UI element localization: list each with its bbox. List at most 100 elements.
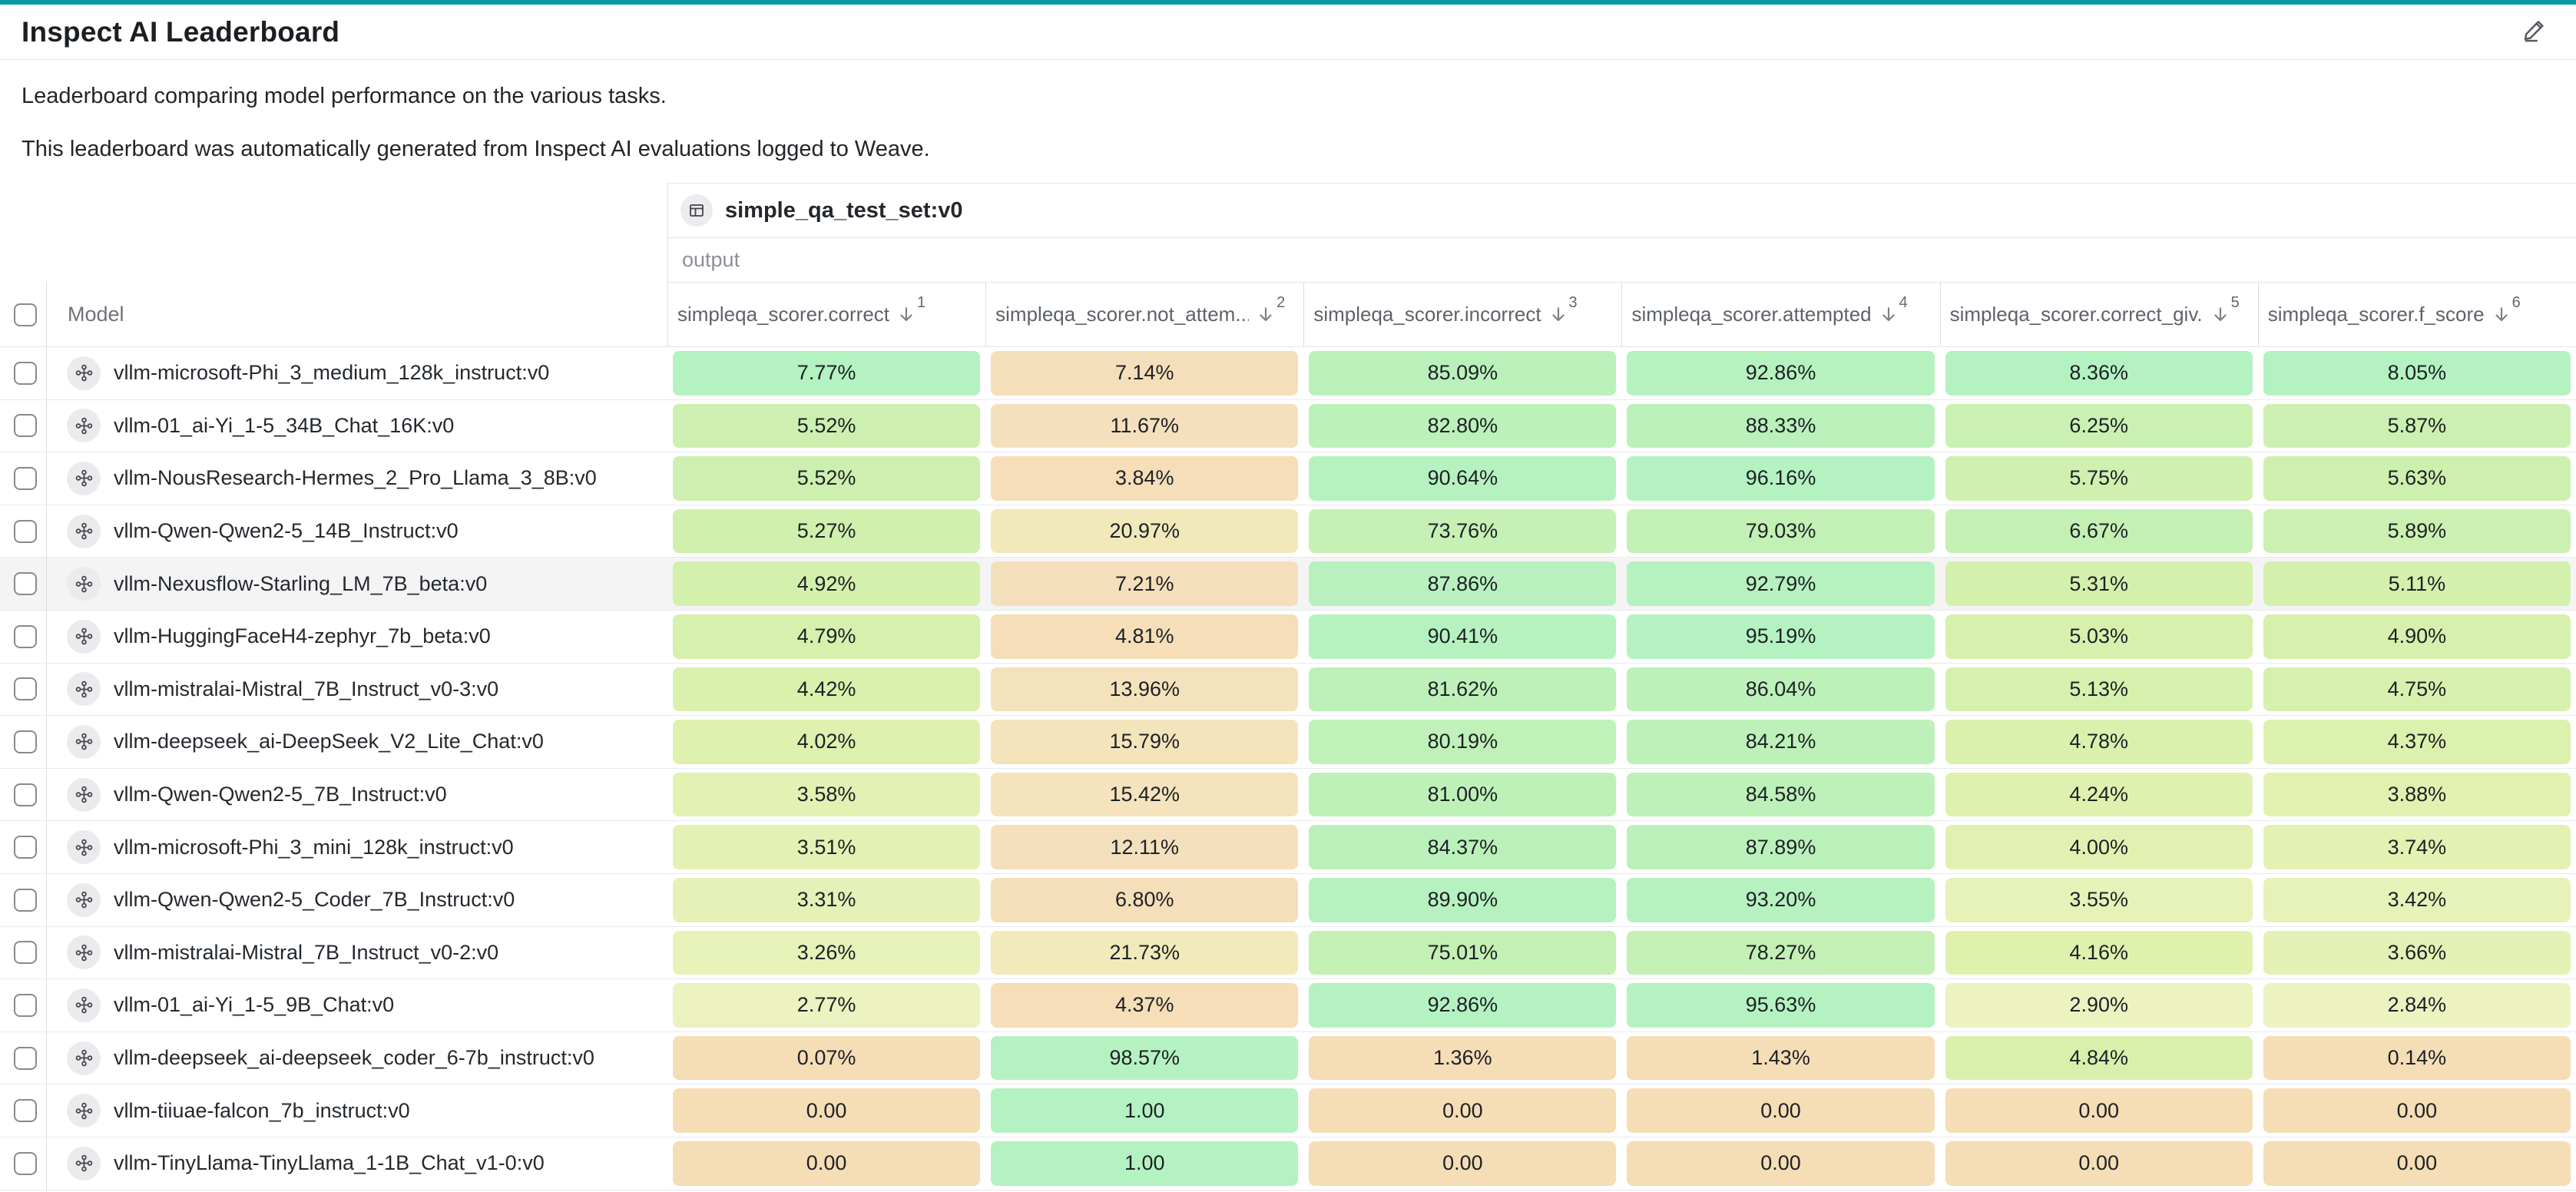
row-checkbox[interactable] (14, 730, 37, 753)
model-name: vllm-01_ai-Yi_1-5_34B_Chat_16K:v0 (114, 413, 455, 437)
model-avatar (67, 1146, 101, 1180)
model-link[interactable]: vllm-Qwen-Qwen2-5_7B_Instruct:v0 (67, 777, 447, 812)
metric-value: 88.33% (1627, 403, 1935, 449)
model-link[interactable]: vllm-01_ai-Yi_1-5_34B_Chat_16K:v0 (67, 409, 455, 443)
model-link[interactable]: vllm-NousResearch-Hermes_2_Pro_Llama_3_8… (67, 461, 597, 495)
metric-cell: 3.88% (2258, 769, 2576, 821)
model-link[interactable]: vllm-deepseek_ai-deepseek_coder_6-7b_ins… (67, 1041, 594, 1075)
model-avatar (67, 1094, 101, 1128)
model-link[interactable]: vllm-Qwen-Qwen2-5_14B_Instruct:v0 (67, 514, 459, 548)
header-row: Model simpleqa_scorer.correct 1 simpleqa_s… (0, 283, 2576, 347)
column-header-5[interactable]: simpleqa_scorer.correct_giv... 5 (1939, 283, 2258, 346)
row-checkbox[interactable] (14, 361, 37, 385)
row-checkbox[interactable] (14, 836, 37, 859)
model-avatar (67, 409, 101, 443)
model-link[interactable]: vllm-TinyLlama-TinyLlama_1-1B_Chat_v1-0:… (67, 1146, 545, 1180)
row-checkbox[interactable] (14, 1046, 37, 1070)
model-icon (75, 470, 92, 487)
table-row: vllm-Nexusflow-Starling_LM_7B_beta:v0 4.9… (0, 558, 2576, 611)
metric-cell: 2.84% (2258, 979, 2576, 1031)
model-link[interactable]: vllm-HuggingFaceH4-zephyr_7b_beta:v0 (67, 619, 491, 654)
row-checkbox[interactable] (14, 572, 37, 596)
model-name: vllm-Nexusflow-Starling_LM_7B_beta:v0 (114, 571, 488, 595)
metric-cell: 3.84% (985, 452, 1303, 505)
metric-cell: 0.00 (1621, 1137, 1939, 1190)
model-icon (75, 1154, 92, 1172)
metric-value: 1.00 (991, 1088, 1299, 1133)
metric-value: 92.86% (1309, 983, 1617, 1028)
metric-cell: 21.73% (985, 927, 1303, 979)
table-body: vllm-microsoft-Phi_3_medium_128k_instruc… (0, 347, 2576, 1190)
model-cell: vllm-mistralai-Mistral_7B_Instruct_v0-3:… (47, 664, 667, 716)
model-link[interactable]: vllm-microsoft-Phi_3_mini_128k_instruct:… (67, 830, 514, 865)
model-link[interactable]: vllm-microsoft-Phi_3_medium_128k_instruc… (67, 356, 549, 390)
model-name: vllm-Qwen-Qwen2-5_7B_Instruct:v0 (114, 783, 447, 806)
metric-value: 4.24% (1945, 772, 2253, 817)
model-link[interactable]: vllm-Qwen-Qwen2-5_Coder_7B_Instruct:v0 (67, 882, 515, 917)
row-checkbox-cell (0, 1084, 47, 1137)
model-cell: vllm-01_ai-Yi_1-5_9B_Chat:v0 (47, 979, 667, 1031)
metric-value: 90.64% (1309, 456, 1617, 501)
metric-cell: 6.80% (985, 874, 1303, 926)
row-checkbox[interactable] (14, 677, 37, 701)
model-name: vllm-NousResearch-Hermes_2_Pro_Llama_3_8… (114, 466, 597, 490)
metric-value: 15.79% (991, 720, 1299, 764)
metric-cell: 4.90% (2258, 611, 2576, 663)
row-checkbox[interactable] (14, 466, 37, 490)
row-checkbox[interactable] (14, 783, 37, 806)
metric-cell: 7.14% (985, 347, 1303, 399)
row-checkbox[interactable] (14, 1151, 37, 1175)
metric-value: 12.11% (991, 825, 1299, 869)
model-link[interactable]: vllm-mistralai-Mistral_7B_Instruct_v0-2:… (67, 935, 498, 970)
metric-value: 7.21% (991, 561, 1299, 606)
dataset-group-header[interactable]: simple_qa_test_set:v0 (667, 183, 2576, 238)
row-checkbox[interactable] (14, 624, 37, 648)
row-checkbox[interactable] (14, 993, 37, 1017)
row-checkbox[interactable] (14, 519, 37, 543)
model-link[interactable]: vllm-mistralai-Mistral_7B_Instruct_v0-3:… (67, 672, 498, 707)
metric-value: 4.78% (1945, 720, 2253, 764)
metric-cell: 1.36% (1303, 1032, 1621, 1084)
sort-arrow-icon (900, 306, 912, 321)
column-header-4[interactable]: simpleqa_scorer.attempted 4 (1621, 283, 1939, 346)
metric-value: 1.00 (991, 1141, 1299, 1186)
metric-cell: 80.19% (1303, 716, 1621, 768)
model-link[interactable]: vllm-deepseek_ai-DeepSeek_V2_Lite_Chat:v… (67, 724, 544, 759)
metric-cell: 15.79% (985, 716, 1303, 768)
model-link[interactable]: vllm-tiiuae-falcon_7b_instruct:v0 (67, 1094, 410, 1128)
metric-value: 3.31% (673, 877, 981, 922)
model-link[interactable]: vllm-Nexusflow-Starling_LM_7B_beta:v0 (67, 567, 487, 601)
metric-cell: 5.11% (2258, 558, 2576, 610)
metric-value: 5.03% (1945, 614, 2253, 659)
row-checkbox[interactable] (14, 941, 37, 965)
metric-value: 3.58% (673, 772, 981, 817)
metric-value: 2.90% (1945, 983, 2253, 1028)
edit-button[interactable] (2516, 14, 2553, 51)
metric-cell: 81.00% (1303, 769, 1621, 821)
metric-cell: 4.75% (2258, 664, 2576, 716)
metric-value: 81.62% (1309, 667, 1617, 712)
metric-cell: 1.00 (985, 1137, 1303, 1190)
metric-value: 7.14% (991, 351, 1299, 396)
model-link[interactable]: vllm-01_ai-Yi_1-5_9B_Chat:v0 (67, 988, 394, 1022)
column-header-1[interactable]: simpleqa_scorer.correct 1 (667, 283, 985, 346)
description: Leaderboard comparing model performance … (0, 60, 2576, 183)
metric-value: 0.00 (673, 1088, 981, 1133)
metric-cell: 5.03% (1940, 611, 2258, 663)
row-checkbox[interactable] (14, 414, 37, 438)
metric-cell: 90.64% (1303, 452, 1621, 505)
select-all-checkbox[interactable] (14, 303, 37, 326)
metric-cell: 4.42% (667, 664, 985, 716)
column-header-2[interactable]: simpleqa_scorer.not_attem... 2 (985, 283, 1303, 346)
model-icon (75, 733, 92, 750)
metric-value: 84.21% (1627, 720, 1935, 764)
model-avatar (67, 514, 101, 548)
column-header-3[interactable]: simpleqa_scorer.incorrect 3 (1303, 283, 1621, 346)
metric-value: 4.92% (673, 561, 981, 606)
column-header-6[interactable]: simpleqa_scorer.f_score 6 (2257, 283, 2576, 346)
row-checkbox[interactable] (14, 1099, 37, 1123)
metric-value: 0.00 (1309, 1141, 1617, 1186)
metric-value: 3.88% (2263, 772, 2571, 817)
metric-value: 4.42% (673, 667, 981, 712)
row-checkbox[interactable] (14, 888, 37, 912)
